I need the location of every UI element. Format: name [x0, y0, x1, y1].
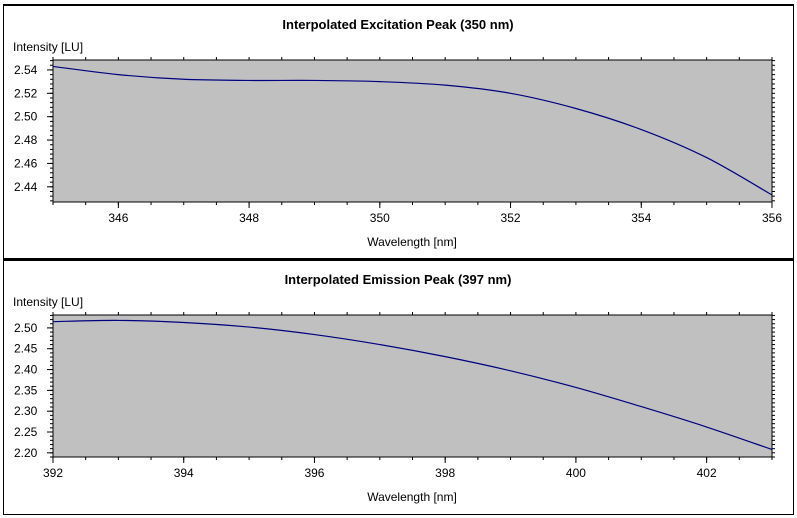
x-tick-label: 392	[43, 466, 63, 480]
y-tick-label: 2.30	[14, 404, 38, 418]
y-tick-label: 2.44	[14, 180, 38, 194]
x-axis-label: Wavelength [nm]	[367, 235, 457, 249]
y-tick-label: 2.35	[14, 383, 38, 397]
x-tick-label: 348	[239, 211, 259, 225]
y-tick-label: 2.40	[14, 363, 38, 377]
y-axis-label: Intensity [LU]	[13, 295, 83, 309]
y-tick-label: 2.25	[14, 425, 38, 439]
x-tick-label: 400	[566, 466, 586, 480]
y-tick-label: 2.52	[14, 86, 38, 100]
chart-panel-excitation: Interpolated Excitation Peak (350 nm) Int…	[3, 4, 794, 259]
x-tick-label: 350	[370, 211, 390, 225]
chart-title: Interpolated Excitation Peak (350 nm)	[282, 17, 513, 32]
plot-area	[52, 314, 773, 458]
y-tick-label: 2.54	[14, 63, 38, 77]
x-tick-label: 356	[762, 211, 782, 225]
chart-panel-emission: Interpolated Emission Peak (397 nm) Inten…	[3, 259, 794, 515]
y-tick-label: 2.46	[14, 156, 38, 170]
x-tick-label: 402	[697, 466, 717, 480]
chart-title: Interpolated Emission Peak (397 nm)	[285, 272, 512, 287]
x-tick-label: 398	[435, 466, 455, 480]
x-tick-label: 354	[631, 211, 651, 225]
y-tick-label: 2.48	[14, 133, 38, 147]
y-axis-label: Intensity [LU]	[13, 40, 83, 54]
y-tick-label: 2.45	[14, 342, 38, 356]
x-tick-label: 352	[501, 211, 521, 225]
y-tick-label: 2.50	[14, 110, 38, 124]
series-line	[52, 319, 773, 451]
x-tick-label: 396	[304, 466, 324, 480]
y-tick-label: 2.50	[14, 321, 38, 335]
y-tick-label: 2.20	[14, 446, 38, 460]
x-tick-label: 394	[174, 466, 194, 480]
x-axis-label: Wavelength [nm]	[367, 490, 457, 504]
series-line	[52, 65, 773, 196]
plot-area	[52, 59, 773, 203]
x-tick-label: 346	[108, 211, 128, 225]
